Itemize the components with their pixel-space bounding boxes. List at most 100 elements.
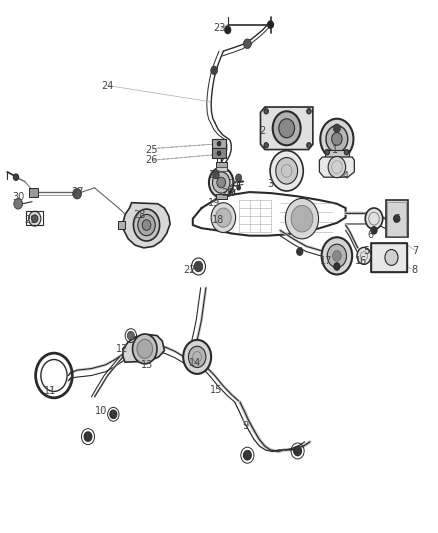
Circle shape <box>264 143 268 148</box>
Circle shape <box>297 248 303 255</box>
Text: 4: 4 <box>343 171 349 181</box>
Polygon shape <box>123 335 164 362</box>
Circle shape <box>307 109 311 114</box>
Text: 20: 20 <box>222 188 234 198</box>
Circle shape <box>13 174 18 180</box>
Text: 6: 6 <box>367 230 373 240</box>
Polygon shape <box>319 157 354 177</box>
Circle shape <box>211 66 218 75</box>
Circle shape <box>244 39 251 49</box>
Circle shape <box>217 177 226 188</box>
Circle shape <box>138 214 155 236</box>
Text: 28: 28 <box>133 211 146 221</box>
Text: 5: 5 <box>294 447 301 456</box>
Bar <box>386 200 408 237</box>
Circle shape <box>320 119 353 159</box>
Text: 15: 15 <box>210 385 222 395</box>
Text: 27: 27 <box>71 187 83 197</box>
Text: 12: 12 <box>116 344 128 354</box>
Bar <box>212 149 226 158</box>
Circle shape <box>326 126 348 152</box>
Circle shape <box>212 172 230 193</box>
Circle shape <box>371 227 377 234</box>
Bar <box>212 139 226 149</box>
Circle shape <box>225 26 231 34</box>
Bar <box>371 243 407 272</box>
Text: 23: 23 <box>213 23 225 34</box>
Bar <box>371 243 407 272</box>
Bar <box>29 188 38 197</box>
Circle shape <box>365 208 383 229</box>
Text: 24: 24 <box>102 81 114 91</box>
Text: 22: 22 <box>183 265 195 275</box>
Circle shape <box>110 410 117 418</box>
Circle shape <box>291 205 313 232</box>
Circle shape <box>307 143 311 148</box>
Text: 30: 30 <box>12 192 24 203</box>
Text: 3: 3 <box>267 179 273 189</box>
Circle shape <box>209 167 233 197</box>
Text: 11: 11 <box>43 386 56 397</box>
Circle shape <box>14 198 22 209</box>
Bar <box>215 193 227 199</box>
Text: 7: 7 <box>412 246 419 255</box>
Circle shape <box>215 208 231 227</box>
Circle shape <box>188 346 206 368</box>
Text: 18: 18 <box>212 215 224 225</box>
Circle shape <box>276 158 297 184</box>
Text: 5: 5 <box>244 450 251 460</box>
Circle shape <box>273 111 300 146</box>
Text: 9: 9 <box>242 421 248 431</box>
Circle shape <box>332 133 342 146</box>
Circle shape <box>286 198 318 239</box>
Bar <box>26 211 43 225</box>
Circle shape <box>394 215 400 222</box>
Text: 8: 8 <box>412 265 418 275</box>
Text: 5: 5 <box>110 411 117 422</box>
Text: 19: 19 <box>208 198 220 208</box>
Circle shape <box>211 203 236 232</box>
Circle shape <box>194 261 203 272</box>
Text: 13: 13 <box>141 360 153 370</box>
Circle shape <box>84 432 92 441</box>
Circle shape <box>133 334 157 364</box>
Text: 26: 26 <box>145 155 158 165</box>
Circle shape <box>357 247 371 264</box>
Bar <box>325 150 349 157</box>
Circle shape <box>217 142 221 146</box>
Circle shape <box>333 124 340 133</box>
Circle shape <box>137 340 152 359</box>
Text: 14: 14 <box>189 358 201 368</box>
Text: 5: 5 <box>85 433 91 443</box>
Bar <box>387 201 406 236</box>
Text: 5: 5 <box>297 247 303 257</box>
Polygon shape <box>261 107 313 150</box>
Text: 16: 16 <box>355 256 367 265</box>
Text: 17: 17 <box>320 256 332 266</box>
Circle shape <box>279 119 294 138</box>
Circle shape <box>293 446 301 456</box>
Circle shape <box>236 174 242 181</box>
Circle shape <box>142 220 151 230</box>
Circle shape <box>268 21 274 28</box>
Text: 5: 5 <box>394 214 400 224</box>
Bar <box>215 163 227 167</box>
Circle shape <box>217 151 221 156</box>
Circle shape <box>344 150 349 155</box>
Circle shape <box>321 237 352 274</box>
Circle shape <box>127 332 134 340</box>
Text: 21: 21 <box>228 179 240 189</box>
Text: 29: 29 <box>24 215 36 225</box>
Text: 25: 25 <box>145 144 158 155</box>
Text: 2: 2 <box>260 126 266 136</box>
Circle shape <box>325 150 329 155</box>
Polygon shape <box>123 203 170 248</box>
Circle shape <box>32 215 38 222</box>
Text: 10: 10 <box>95 406 107 416</box>
Text: 16: 16 <box>208 170 221 180</box>
Circle shape <box>73 188 81 199</box>
Text: 1: 1 <box>332 144 338 155</box>
Bar <box>118 221 125 229</box>
Circle shape <box>328 157 346 177</box>
Circle shape <box>334 263 340 270</box>
